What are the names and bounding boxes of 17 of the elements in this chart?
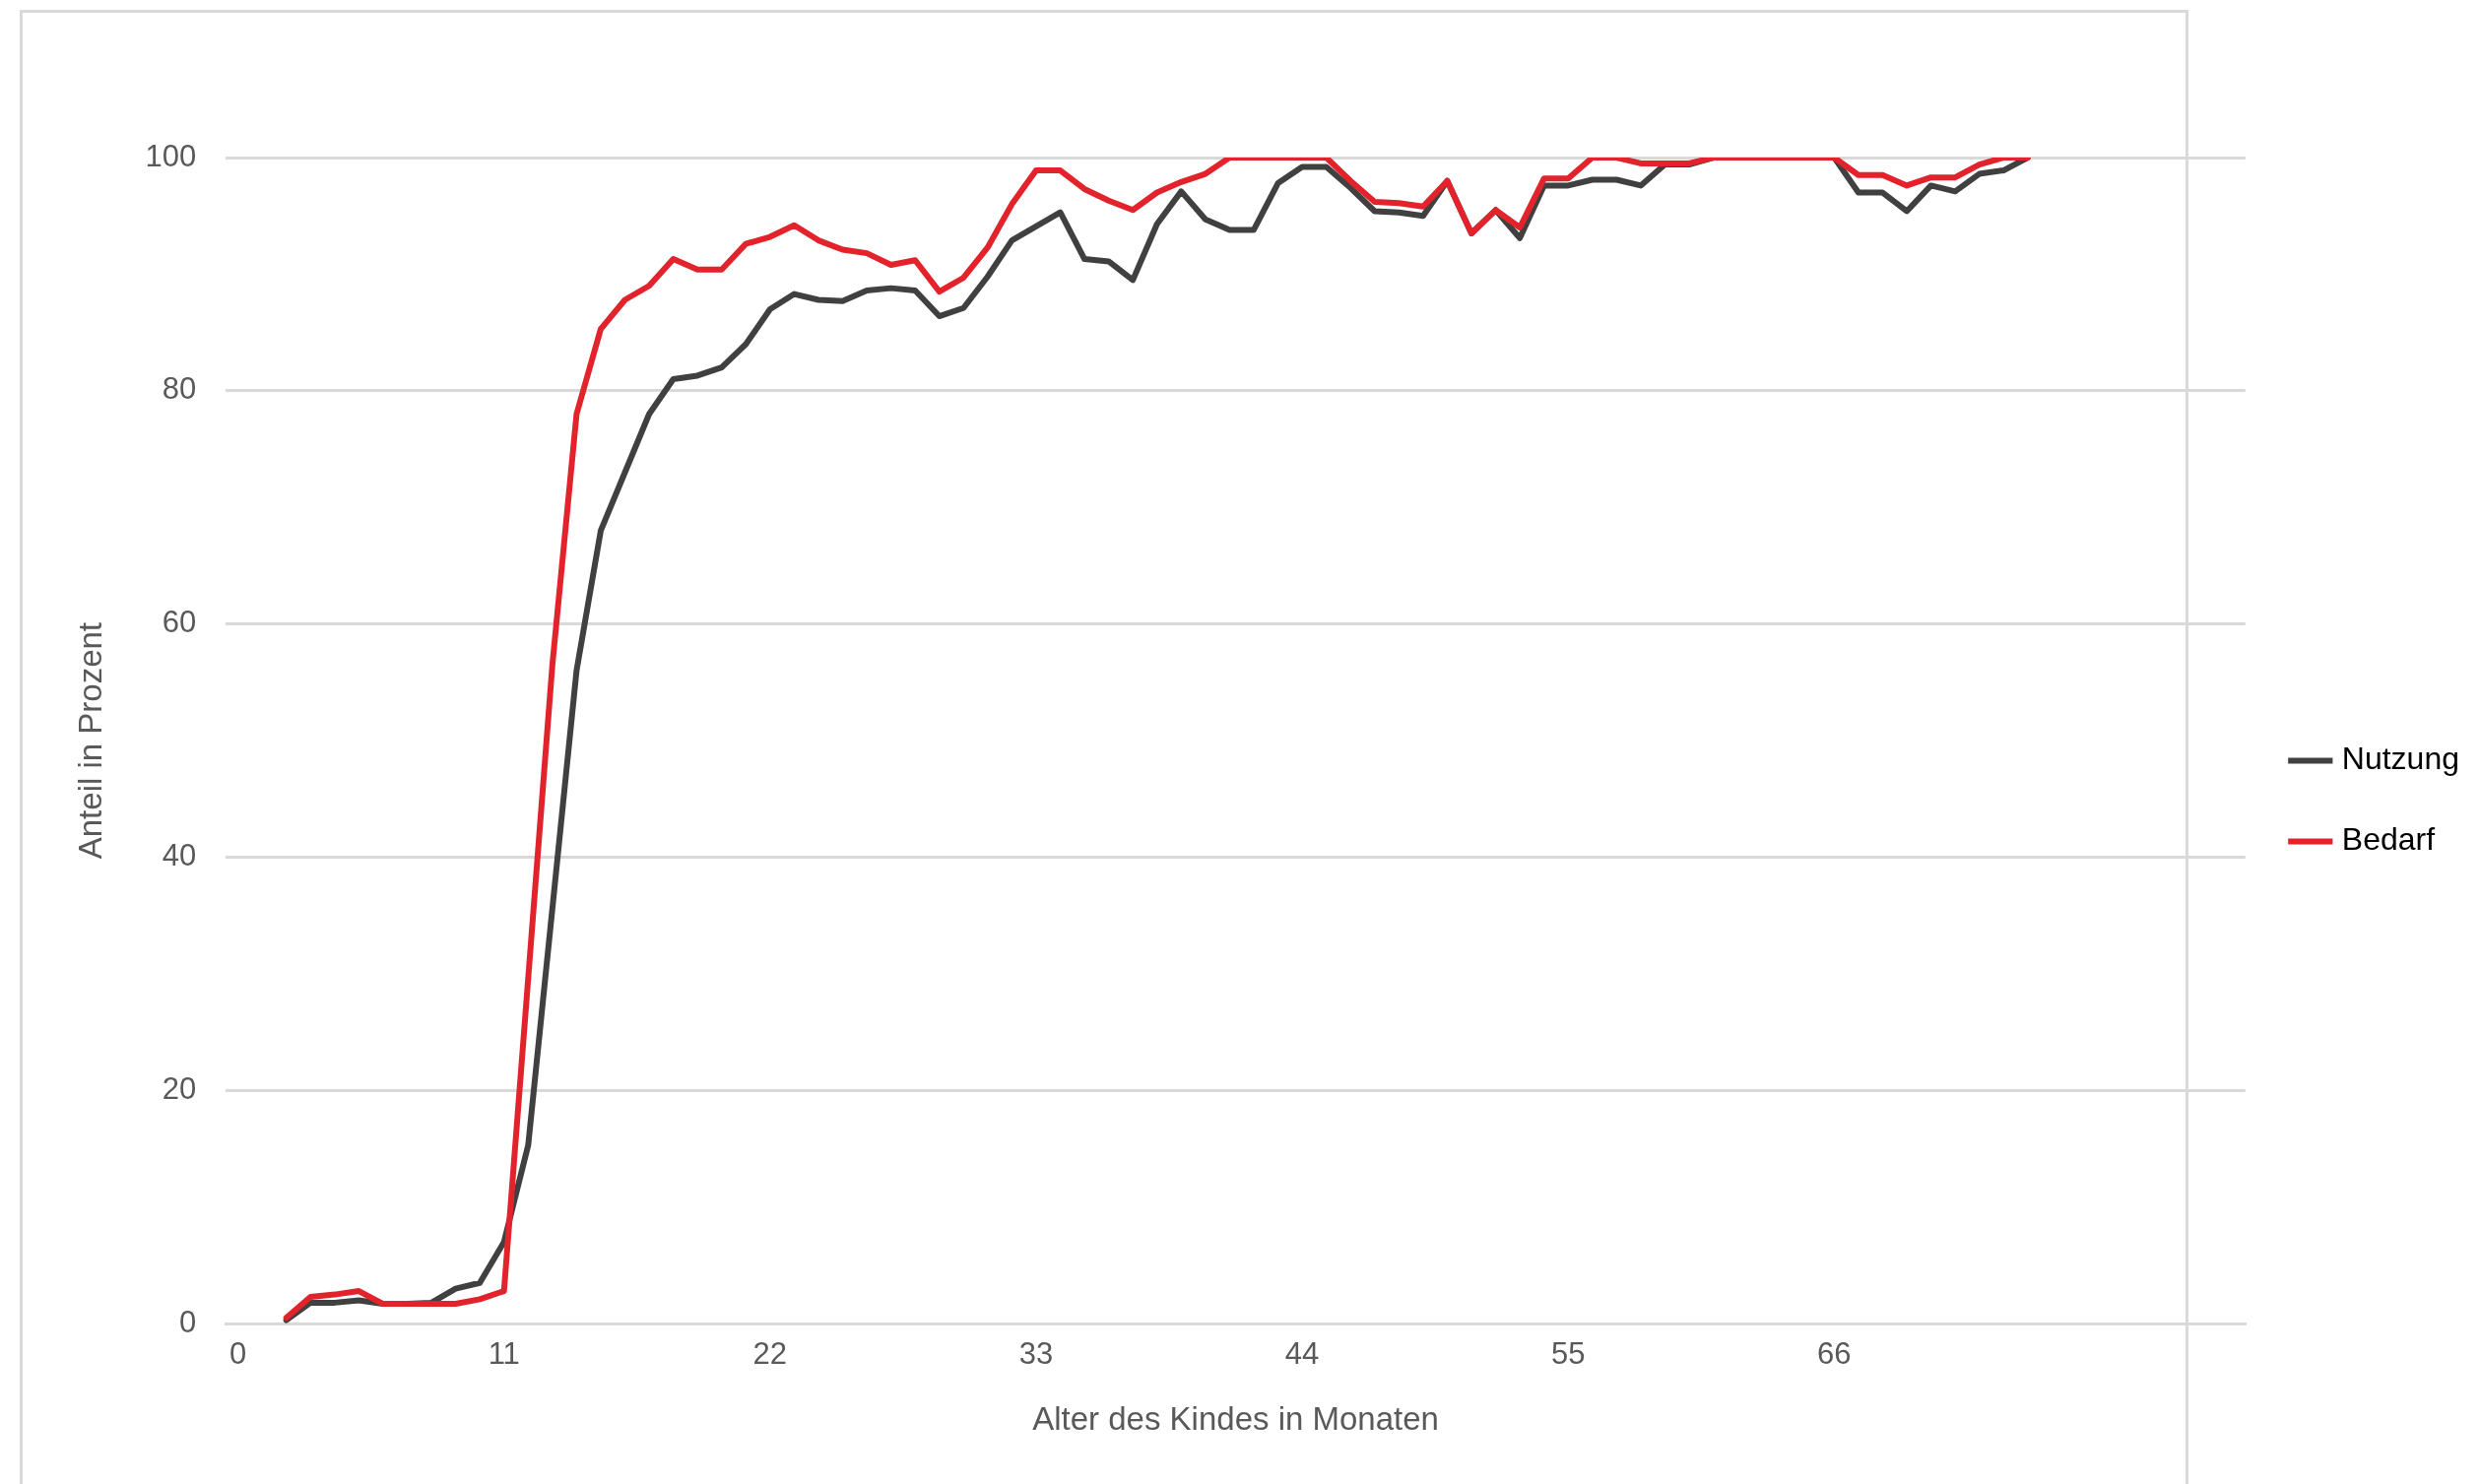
y-tick-label: 40 [162, 838, 197, 873]
x-axis-title: Alter des Kindes in Monaten [1032, 1400, 1439, 1438]
y-tick-label: 20 [162, 1070, 197, 1106]
y-axis-title: Anteil in Prozent [71, 621, 108, 860]
x-tick-label: 33 [1018, 1336, 1054, 1372]
x-tick-label: 22 [752, 1336, 788, 1372]
y-tick-label: 100 [145, 138, 197, 173]
x-tick-label: 55 [1550, 1336, 1586, 1372]
x-tick-label: 0 [228, 1336, 247, 1372]
x-tick-label: 11 [488, 1336, 520, 1372]
legend-label: Nutzung [2341, 741, 2459, 777]
legend-label: Bedarf [2341, 821, 2436, 858]
x-tick-label: 44 [1284, 1336, 1320, 1372]
x-tick-label: 66 [1817, 1336, 1852, 1372]
y-tick-label: 0 [179, 1304, 197, 1339]
y-tick-label: 80 [162, 371, 197, 407]
y-tick-label: 60 [162, 605, 197, 640]
